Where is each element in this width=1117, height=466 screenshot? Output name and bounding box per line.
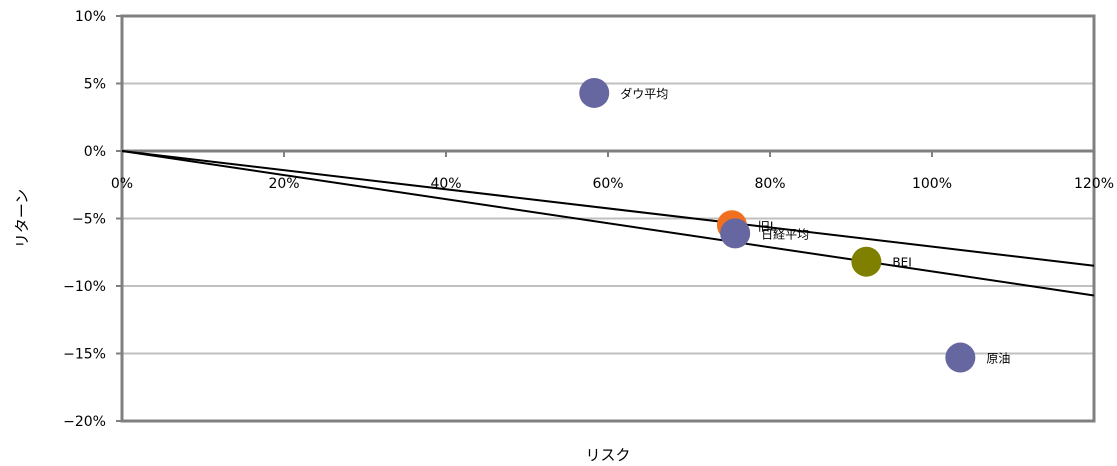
y-tick-label: 10% — [75, 9, 106, 25]
data-point-label: 原油 — [986, 352, 1010, 366]
data-point — [720, 218, 751, 249]
trend-line — [121, 150, 1095, 297]
data-point — [579, 77, 610, 108]
y-tick-label: 5% — [84, 77, 106, 93]
trend-line — [121, 150, 1095, 267]
x-tick-label: 20% — [268, 176, 299, 192]
data-point-label: BEI — [892, 256, 911, 270]
data-point — [851, 246, 882, 277]
data-point — [945, 342, 976, 373]
x-axis-ticks: 0% 20% 40% 60% 80% 100% 120% — [111, 151, 1114, 192]
x-tick-label: 100% — [912, 176, 952, 192]
y-tick-label: −20% — [63, 414, 106, 430]
y-axis-ticks: 10% 5% 0% −5% −10% −15% −20% — [63, 9, 122, 430]
x-tick-label: 0% — [111, 176, 133, 192]
y-tick-label: 0% — [84, 144, 106, 160]
data-point-label: 日経平均 — [761, 227, 809, 241]
trend-lines — [121, 150, 1095, 297]
y-tick-label: −15% — [63, 347, 106, 363]
y-tick-label: −5% — [72, 212, 106, 228]
x-tick-label: 80% — [754, 176, 785, 192]
x-tick-label: 60% — [592, 176, 623, 192]
y-tick-label: −10% — [63, 279, 106, 295]
gridlines — [122, 82, 1094, 355]
y-axis-title: リターン — [13, 189, 31, 248]
x-axis-title: リスク — [585, 446, 630, 464]
x-tick-label: 120% — [1074, 176, 1114, 192]
data-point-label: ダウ平均 — [620, 86, 668, 101]
data-point-label: 旧L — [758, 219, 777, 233]
